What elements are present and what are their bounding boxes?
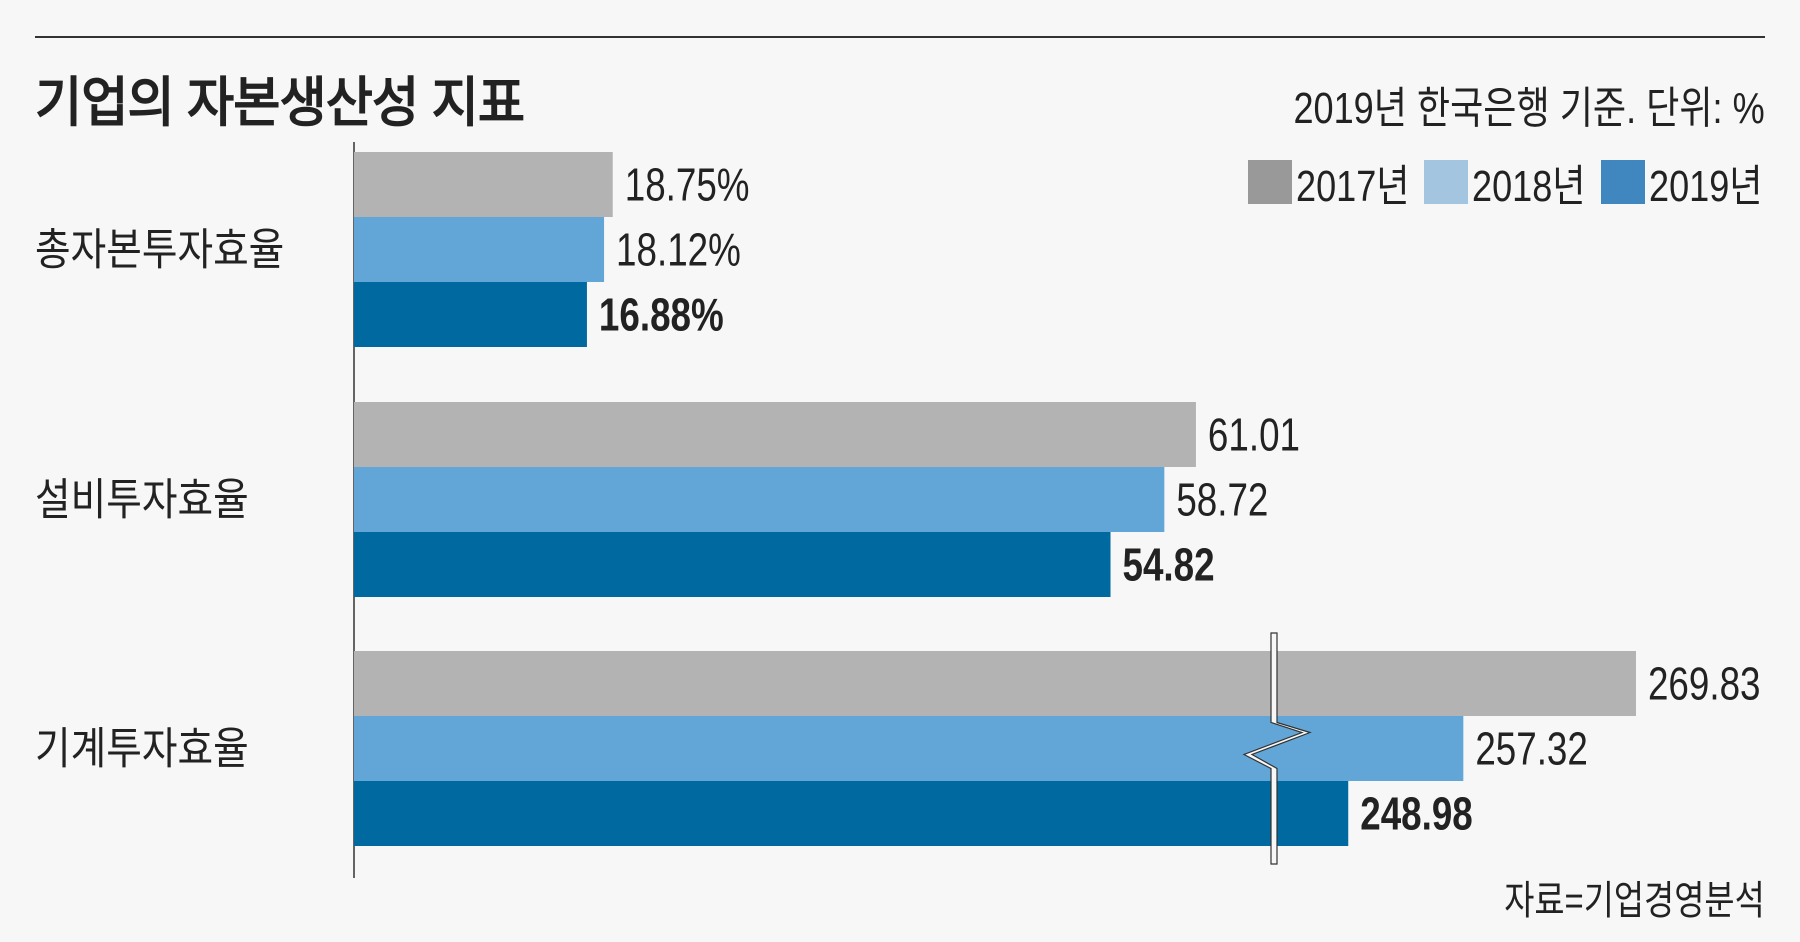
bar xyxy=(354,651,1636,716)
bar xyxy=(354,532,1111,597)
legend: 2017년 2018년 2019년 xyxy=(1247,150,1765,214)
axis-break-mark xyxy=(1242,632,1312,865)
bar xyxy=(354,282,587,347)
chart-title: 기업의 자본생산성 지표 xyxy=(35,73,525,133)
data-label: 257.32 xyxy=(1475,723,1588,775)
data-label: 61.01 xyxy=(1208,409,1300,461)
source-note: 자료=기업경영분석 xyxy=(1504,879,1765,923)
chart-subtitle: 2019년 한국은행 기준. 단위: % xyxy=(1293,84,1765,133)
bar xyxy=(354,716,1464,781)
legend-swatch xyxy=(1247,160,1292,204)
top-rule xyxy=(35,36,1765,38)
legend-item-2019: 2019년 xyxy=(1600,150,1765,214)
data-label: 18.12% xyxy=(616,224,741,276)
bar xyxy=(354,152,613,217)
category-label: 총자본투자효율 xyxy=(35,224,284,274)
legend-item-2017: 2017년 xyxy=(1247,150,1412,214)
bar xyxy=(354,467,1165,532)
data-label: 269.83 xyxy=(1648,658,1761,710)
legend-swatch xyxy=(1424,160,1469,204)
category-label: 기계투자효율 xyxy=(35,723,249,773)
data-label: 18.75% xyxy=(625,159,750,211)
data-label: 248.98 xyxy=(1360,788,1473,840)
bar xyxy=(354,217,605,282)
category-label: 설비투자효율 xyxy=(35,474,249,524)
data-label: 58.72 xyxy=(1176,474,1268,526)
data-label: 16.88% xyxy=(599,289,724,341)
legend-swatch xyxy=(1600,160,1645,204)
bar xyxy=(354,781,1349,846)
bar xyxy=(354,402,1196,467)
data-label: 54.82 xyxy=(1123,539,1215,591)
legend-item-2018: 2018년 xyxy=(1424,150,1588,214)
